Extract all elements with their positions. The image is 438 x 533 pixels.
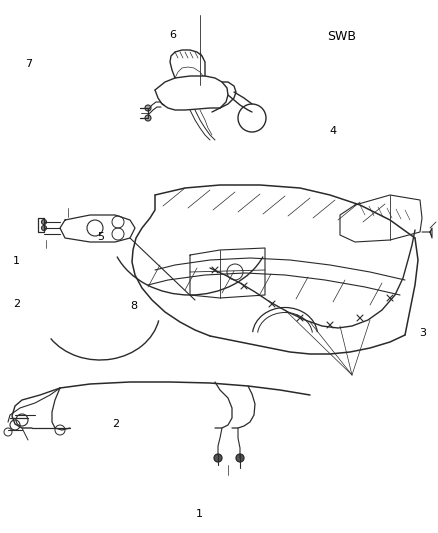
Circle shape bbox=[42, 220, 46, 224]
Circle shape bbox=[145, 115, 151, 121]
Text: 1: 1 bbox=[13, 256, 20, 266]
Text: 2: 2 bbox=[13, 299, 20, 309]
Circle shape bbox=[42, 225, 46, 230]
Text: 7: 7 bbox=[25, 59, 32, 69]
Text: 1: 1 bbox=[196, 510, 203, 519]
Circle shape bbox=[236, 454, 244, 462]
Text: 3: 3 bbox=[419, 328, 426, 338]
Text: 2: 2 bbox=[113, 419, 120, 429]
Text: 8: 8 bbox=[130, 302, 137, 311]
Circle shape bbox=[214, 454, 222, 462]
Text: 5: 5 bbox=[97, 232, 104, 242]
Text: 6: 6 bbox=[170, 30, 177, 39]
Text: SWB: SWB bbox=[327, 30, 356, 43]
Text: 4: 4 bbox=[329, 126, 336, 135]
Circle shape bbox=[145, 105, 151, 111]
